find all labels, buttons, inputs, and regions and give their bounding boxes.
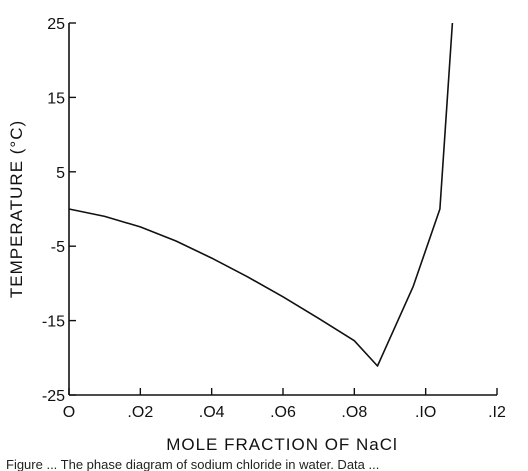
tick-labels: O .O2 .O4 .O6 .O8 .IO .I2 25 15 5 -5 -15 -25 <box>42 16 506 421</box>
y-tick-label: 5 <box>56 165 65 182</box>
x-tick-label: .O2 <box>127 404 153 421</box>
phase-curve-line <box>68 22 454 367</box>
tick-marks <box>68 22 498 396</box>
x-tick-label: .IO <box>415 404 436 421</box>
x-axis-label: MOLE FRACTION OF NaCl <box>166 435 398 454</box>
x-tick-label: .O6 <box>270 404 296 421</box>
axes <box>68 23 497 396</box>
x-tick-label: .I2 <box>488 404 506 421</box>
x-tick-label: O <box>63 404 75 421</box>
x-tick-label: .O8 <box>341 404 367 421</box>
y-tick-label: -25 <box>42 388 65 405</box>
y-axis-label: TEMPERATURE (°C) <box>7 120 26 298</box>
y-tick-label: -15 <box>42 314 65 331</box>
series-group <box>68 22 454 367</box>
y-tick-label: -5 <box>51 239 65 256</box>
y-tick-label: 25 <box>47 16 65 33</box>
figure-caption: Figure ... The phase diagram of sodium c… <box>6 458 380 471</box>
y-tick-label: 15 <box>47 90 65 107</box>
x-tick-label: .O4 <box>199 404 225 421</box>
